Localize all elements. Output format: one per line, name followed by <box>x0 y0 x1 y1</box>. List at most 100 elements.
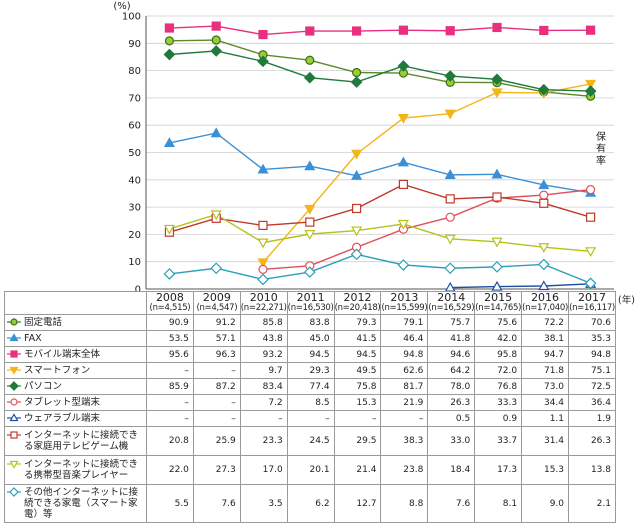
table-cell: 93.2 <box>239 346 288 363</box>
data-point <box>584 85 597 97</box>
year-label: 2009 <box>202 291 231 304</box>
table-cell: 1.1 <box>521 410 570 427</box>
legend-marker-icon <box>7 317 21 327</box>
year-label: 2011 <box>296 291 325 304</box>
data-point <box>444 262 457 275</box>
data-point <box>210 210 222 221</box>
sample-size-label: (n=15,599) <box>381 303 428 313</box>
series-name: 固定電話 <box>24 317 63 328</box>
table-cell: 26.3 <box>568 426 616 456</box>
data-point <box>537 83 550 96</box>
data-point <box>492 192 502 202</box>
table-cell: 29.3 <box>286 362 335 379</box>
year-label: 2013 <box>390 291 419 304</box>
year-label: 2010 <box>249 291 278 304</box>
year-label: 2017 <box>578 291 606 304</box>
table-cell: 64.2 <box>427 362 476 379</box>
series-legend-cell: ウェアラブル端末 <box>4 410 147 427</box>
data-point <box>352 203 362 214</box>
data-point <box>397 156 409 167</box>
sample-size-label: (n=20,418) <box>334 303 381 313</box>
data-point <box>397 60 410 72</box>
series-name: タブレット型端末 <box>24 397 101 408</box>
data-point <box>445 194 455 204</box>
table-cell: 5.5 <box>146 484 194 523</box>
table-cell: 21.9 <box>380 394 429 411</box>
data-point <box>492 22 502 33</box>
table-cell: 83.8 <box>286 314 335 331</box>
table-cell: – <box>146 362 194 379</box>
data-point <box>257 258 269 269</box>
table-cell: 38.3 <box>380 426 429 456</box>
data-point <box>351 226 363 237</box>
data-point <box>491 73 503 86</box>
table-cell: 21.4 <box>333 455 382 485</box>
sample-size-label: (n=14,765) <box>475 303 522 313</box>
y-axis-title: 保有率 <box>596 130 606 167</box>
table-cell: 72.5 <box>568 378 616 395</box>
data-point <box>491 88 503 99</box>
data-point <box>350 248 363 261</box>
table-cell: 1.9 <box>568 410 616 427</box>
table-cell: – <box>192 394 241 411</box>
data-point <box>164 36 174 46</box>
table-cell: 7.6 <box>427 484 476 523</box>
series-name: インターネットに接続できる家庭用テレビゲーム機 <box>24 430 139 452</box>
table-cell: 33.3 <box>474 394 523 411</box>
table-row: パソコン 85.9 87.2 83.4 77.4 75.8 81.7 78.0 76.8 73.0… <box>4 378 616 395</box>
legend-marker-icon <box>7 397 21 407</box>
table-cell: 77.4 <box>286 378 335 395</box>
table-cell: 75.7 <box>427 314 476 331</box>
data-point <box>305 55 315 65</box>
legend-marker-icon <box>7 333 21 343</box>
table-cell: – <box>192 362 241 379</box>
gridlines <box>145 15 614 290</box>
table-cell: 0.9 <box>474 410 523 427</box>
table-row: 固定電話 90.9 91.2 85.8 83.8 79.3 79.1 75.7 75.6 72.2… <box>4 314 616 331</box>
data-point <box>258 264 268 274</box>
table-cell: 17.0 <box>239 455 288 485</box>
table-cell: 35.3 <box>568 330 616 347</box>
year-header: 2016 (n=17,040) <box>521 291 570 315</box>
table-cell: 41.8 <box>427 330 476 347</box>
series-legend-cell: パソコン <box>4 378 147 395</box>
y-tick-label: 90 <box>128 39 141 50</box>
table-cell: – <box>333 410 382 427</box>
table-cell: – <box>380 410 429 427</box>
series-line <box>169 183 591 233</box>
table-row: FAX 53.5 57.1 43.8 45.0 41.5 46.4 41.8 42.0 38.1 3… <box>4 330 616 347</box>
series-line <box>169 213 591 253</box>
data-point <box>304 230 316 240</box>
year-label: 2015 <box>484 291 513 304</box>
data-point <box>398 25 408 35</box>
table-cell: 18.4 <box>427 455 476 485</box>
table-cell: 22.0 <box>146 455 194 485</box>
series-legend-cell: インターネットに接続できる携帯型音楽プレイヤー <box>4 455 147 485</box>
legend-marker-icon <box>7 487 21 497</box>
data-point <box>444 109 456 120</box>
data-point <box>304 204 316 215</box>
year-header: 2008 (n=4,515) <box>146 291 194 315</box>
table-cell: 94.5 <box>333 346 382 363</box>
data-point <box>397 114 409 124</box>
year-header: 2017 (n=16,117) <box>568 291 616 315</box>
data-point <box>444 234 456 245</box>
table-cell: 45.0 <box>286 330 335 347</box>
data-point <box>539 190 549 200</box>
year-header: 2015 (n=14,765) <box>474 291 523 315</box>
year-header: 2012 (n=20,418) <box>333 291 382 315</box>
table-row: インターネットに接続できる家庭用テレビゲーム機 20.8 25.9 23.3 24.5 2… <box>4 426 616 456</box>
data-point <box>210 127 222 138</box>
data-point <box>350 76 363 88</box>
data-point <box>445 212 455 222</box>
data-point <box>163 224 175 235</box>
table-cell: 27.3 <box>192 455 241 485</box>
table-cell: 15.3 <box>521 455 570 485</box>
table-cell: 2.1 <box>568 484 616 523</box>
table-cell: 7.2 <box>239 394 288 411</box>
legend-marker-icon <box>7 381 21 391</box>
table-cell: 71.8 <box>521 362 570 379</box>
series-name: モバイル端末全体 <box>24 349 101 360</box>
table-cell: 94.8 <box>380 346 429 363</box>
data-point <box>585 212 596 222</box>
